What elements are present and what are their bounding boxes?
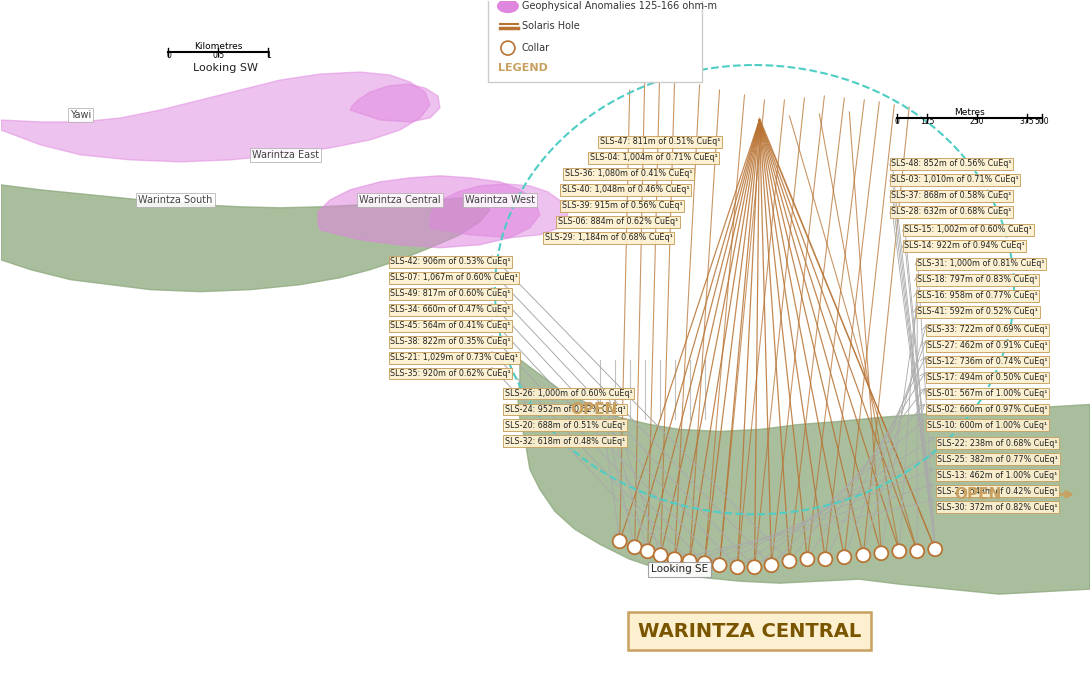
Circle shape: [627, 540, 642, 554]
Circle shape: [892, 544, 907, 558]
Text: SLS-02: 660m of 0.97% CuEq¹: SLS-02: 660m of 0.97% CuEq¹: [927, 405, 1047, 414]
Text: SLS-36: 1,080m of 0.41% CuEq¹: SLS-36: 1,080m of 0.41% CuEq¹: [565, 169, 693, 178]
Text: SLS-33: 722m of 0.69% CuEq¹: SLS-33: 722m of 0.69% CuEq¹: [927, 325, 1048, 334]
Text: SLS-27: 462m of 0.91% CuEq¹: SLS-27: 462m of 0.91% CuEq¹: [927, 341, 1048, 350]
Text: SLS-25: 382m of 0.77% CuEq¹: SLS-25: 382m of 0.77% CuEq¹: [937, 455, 1058, 464]
Circle shape: [910, 544, 924, 558]
FancyBboxPatch shape: [488, 0, 702, 82]
Text: SLS-40: 1,048m of 0.46% CuEq¹: SLS-40: 1,048m of 0.46% CuEq¹: [562, 185, 690, 194]
Text: SLS-42: 906m of 0.53% CuEq¹: SLS-42: 906m of 0.53% CuEq¹: [391, 257, 511, 266]
Circle shape: [874, 546, 888, 560]
Circle shape: [818, 552, 832, 566]
Text: SLS-34: 660m of 0.47% CuEq¹: SLS-34: 660m of 0.47% CuEq¹: [391, 305, 511, 314]
Text: SLS-14: 922m of 0.94% CuEq¹: SLS-14: 922m of 0.94% CuEq¹: [904, 241, 1024, 250]
Text: 125: 125: [920, 117, 934, 126]
Text: Solaris Hole: Solaris Hole: [521, 21, 579, 31]
Text: SLS-23: 548m of 0.42% CuEq¹: SLS-23: 548m of 0.42% CuEq¹: [937, 487, 1058, 496]
Circle shape: [801, 552, 814, 566]
Text: SLS-37: 868m of 0.58% CuEq¹: SLS-37: 868m of 0.58% CuEq¹: [891, 192, 1011, 200]
Text: SLS-17: 494m of 0.50% CuEq¹: SLS-17: 494m of 0.50% CuEq¹: [927, 373, 1047, 382]
Circle shape: [683, 554, 696, 568]
Text: Geophysical Anomalies 125-166 ohm-m: Geophysical Anomalies 125-166 ohm-m: [521, 1, 717, 11]
Text: SLS-15: 1,002m of 0.60% CuEq¹: SLS-15: 1,002m of 0.60% CuEq¹: [904, 225, 1032, 234]
Text: SLS-48: 852m of 0.56% CuEq¹: SLS-48: 852m of 0.56% CuEq¹: [891, 159, 1011, 168]
Text: SLS-32: 618m of 0.48% CuEq¹: SLS-32: 618m of 0.48% CuEq¹: [505, 437, 625, 446]
Text: Looking SW: Looking SW: [193, 63, 257, 73]
Circle shape: [928, 542, 943, 556]
Circle shape: [838, 551, 851, 564]
Text: OPEN: OPEN: [570, 402, 618, 417]
Text: SLS-01: 567m of 1.00% CuEq¹: SLS-01: 567m of 1.00% CuEq¹: [927, 389, 1047, 398]
Text: WARINTZA CENTRAL: WARINTZA CENTRAL: [638, 621, 861, 641]
Text: SLS-10: 600m of 1.00% CuEq¹: SLS-10: 600m of 1.00% CuEq¹: [927, 421, 1047, 430]
Circle shape: [765, 558, 779, 572]
Text: SLS-41: 592m of 0.52% CuEq¹: SLS-41: 592m of 0.52% CuEq¹: [918, 307, 1038, 316]
Text: SLS-18: 797m of 0.83% CuEq¹: SLS-18: 797m of 0.83% CuEq¹: [918, 275, 1038, 284]
Text: Warintza West: Warintza West: [465, 195, 535, 205]
Text: SLS-47: 811m of 0.51% CuEq¹: SLS-47: 811m of 0.51% CuEq¹: [600, 137, 720, 147]
Text: SLS-12: 736m of 0.74% CuEq¹: SLS-12: 736m of 0.74% CuEq¹: [927, 357, 1047, 366]
Text: SLS-06: 884m of 0.62% CuEq¹: SLS-06: 884m of 0.62% CuEq¹: [558, 217, 679, 226]
Circle shape: [613, 534, 626, 548]
Text: SLS-22: 238m of 0.68% CuEq¹: SLS-22: 238m of 0.68% CuEq¹: [937, 439, 1058, 448]
Circle shape: [501, 41, 515, 55]
Text: Looking SE: Looking SE: [651, 564, 708, 574]
Circle shape: [856, 548, 871, 562]
Text: SLS-39: 915m of 0.56% CuEq¹: SLS-39: 915m of 0.56% CuEq¹: [562, 201, 683, 210]
Text: Warintza South: Warintza South: [139, 195, 213, 205]
Text: 375: 375: [1020, 117, 1034, 126]
Text: 0.5: 0.5: [213, 51, 225, 60]
Circle shape: [782, 554, 796, 568]
Circle shape: [640, 544, 655, 558]
Text: 1: 1: [266, 51, 271, 60]
Text: SLS-38: 822m of 0.35% CuEq¹: SLS-38: 822m of 0.35% CuEq¹: [391, 337, 511, 346]
Ellipse shape: [496, 0, 519, 13]
Text: SLS-29: 1,184m of 0.68% CuEq¹: SLS-29: 1,184m of 0.68% CuEq¹: [544, 234, 673, 243]
Text: OPEN: OPEN: [955, 487, 1002, 502]
Text: SLS-26: 1,000m of 0.60% CuEq¹: SLS-26: 1,000m of 0.60% CuEq¹: [505, 389, 633, 398]
Text: SLS-21: 1,029m of 0.73% CuEq¹: SLS-21: 1,029m of 0.73% CuEq¹: [391, 353, 518, 362]
Text: 0: 0: [166, 51, 171, 60]
Text: SLS-31: 1,000m of 0.81% CuEq¹: SLS-31: 1,000m of 0.81% CuEq¹: [918, 259, 1045, 268]
Text: Yawi: Yawi: [70, 110, 92, 120]
Polygon shape: [1, 72, 430, 162]
Polygon shape: [1, 185, 490, 291]
Circle shape: [697, 556, 711, 570]
Text: SLS-07: 1,067m of 0.60% CuEq¹: SLS-07: 1,067m of 0.60% CuEq¹: [391, 273, 518, 282]
Circle shape: [731, 560, 744, 574]
Text: Warintza Central: Warintza Central: [359, 195, 441, 205]
Text: SLS-30: 372m of 0.82% CuEq¹: SLS-30: 372m of 0.82% CuEq¹: [937, 503, 1058, 512]
Text: SLS-35: 920m of 0.62% CuEq¹: SLS-35: 920m of 0.62% CuEq¹: [391, 369, 511, 378]
Text: Kilometres: Kilometres: [194, 42, 242, 51]
Text: SLS-04: 1,004m of 0.71% CuEq¹: SLS-04: 1,004m of 0.71% CuEq¹: [590, 154, 718, 163]
Circle shape: [712, 558, 727, 572]
Text: LEGEND: LEGEND: [497, 63, 548, 73]
Polygon shape: [319, 176, 540, 248]
Text: 0: 0: [895, 117, 900, 126]
Text: Metres: Metres: [955, 108, 985, 117]
Text: Collar: Collar: [521, 43, 550, 53]
Text: 250: 250: [970, 117, 984, 126]
Text: SLS-49: 817m of 0.60% CuEq¹: SLS-49: 817m of 0.60% CuEq¹: [391, 289, 511, 298]
Text: SLS-16: 958m of 0.77% CuEq¹: SLS-16: 958m of 0.77% CuEq¹: [918, 291, 1038, 300]
Text: SLS-20: 688m of 0.51% CuEq¹: SLS-20: 688m of 0.51% CuEq¹: [505, 421, 625, 430]
Circle shape: [654, 548, 668, 562]
Text: Warintza East: Warintza East: [252, 150, 319, 160]
Circle shape: [668, 552, 682, 566]
Text: SLS-13: 462m of 1.00% CuEq¹: SLS-13: 462m of 1.00% CuEq¹: [937, 471, 1057, 480]
Circle shape: [747, 560, 762, 574]
Text: SLS-03: 1,010m of 0.71% CuEq¹: SLS-03: 1,010m of 0.71% CuEq¹: [891, 176, 1019, 185]
Polygon shape: [430, 184, 567, 238]
Text: 500: 500: [1034, 117, 1050, 126]
Text: SLS-28: 632m of 0.68% CuEq¹: SLS-28: 632m of 0.68% CuEq¹: [891, 207, 1011, 216]
Text: SLS-45: 564m of 0.41% CuEq¹: SLS-45: 564m of 0.41% CuEq¹: [391, 321, 511, 330]
Polygon shape: [350, 84, 440, 122]
Text: SLS-24: 952m of 0.62% CuEq¹: SLS-24: 952m of 0.62% CuEq¹: [505, 405, 626, 414]
Polygon shape: [518, 360, 1090, 594]
